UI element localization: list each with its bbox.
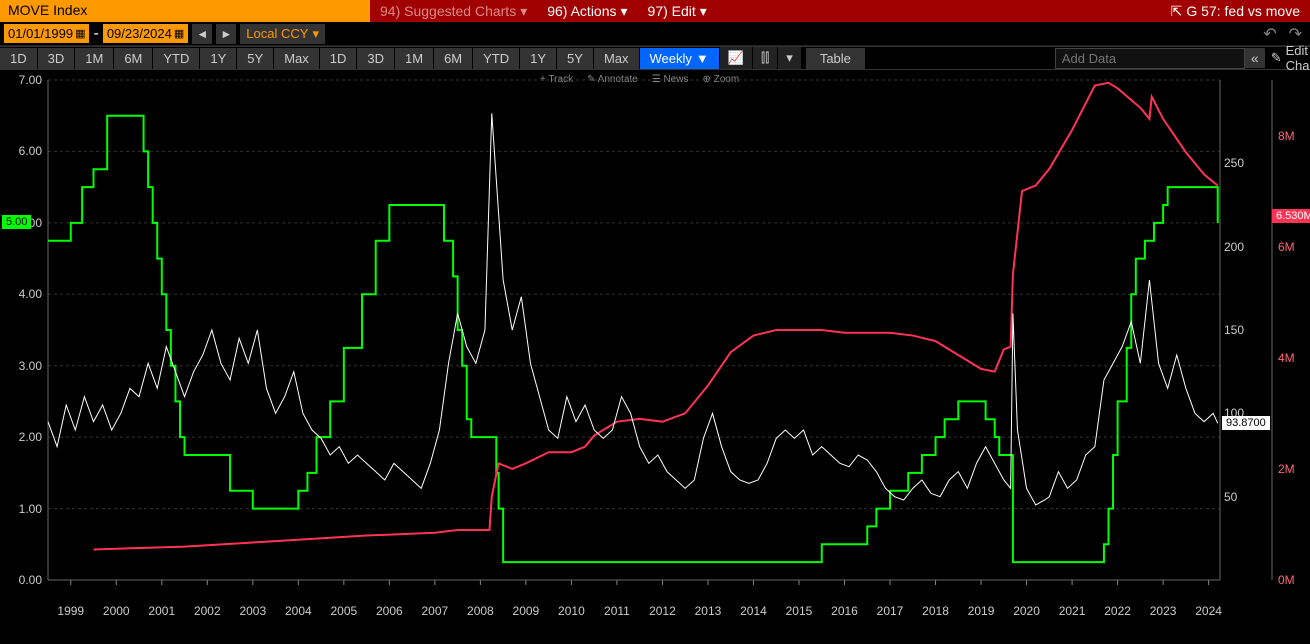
x-tick: 2001 <box>148 604 175 618</box>
frequency-select[interactable]: Weekly ▼ <box>640 48 720 69</box>
x-tick: 2021 <box>1059 604 1086 618</box>
x-tick: 2020 <box>1013 604 1040 618</box>
x-tick: 2006 <box>376 604 403 618</box>
y-left-tick: 2.00 <box>4 430 42 444</box>
y-right1-tick: 50 <box>1224 490 1237 504</box>
y-right2-tick: 2M <box>1278 462 1295 476</box>
y-right2-tick: 0M <box>1278 573 1295 587</box>
x-tick: 2012 <box>649 604 676 618</box>
date-to-field[interactable]: 09/23/2024▦ <box>103 24 188 43</box>
right2-axis-tag: 6.530M <box>1272 209 1310 223</box>
range-1d[interactable]: 1D <box>0 48 38 69</box>
x-tick: 2003 <box>239 604 266 618</box>
range-6m[interactable]: 6M <box>434 48 473 69</box>
y-left-tick: 1.00 <box>4 502 42 516</box>
calendar-icon: ▦ <box>75 27 85 40</box>
x-tick: 2007 <box>422 604 449 618</box>
y-right2-tick: 4M <box>1278 351 1295 365</box>
actions-menu[interactable]: 96) Actions ▾ <box>537 3 637 20</box>
share-button[interactable]: ⇱ G 57: fed vs move <box>1161 3 1310 20</box>
candle-icon[interactable]: ⫿⫿ <box>753 47 778 69</box>
chart-area[interactable]: + Track✎ Annotate☰ News⊕ Zoom 0.001.002.… <box>0 70 1310 622</box>
x-tick: 2016 <box>831 604 858 618</box>
x-tick: 2014 <box>740 604 767 618</box>
next-button[interactable]: ► <box>216 24 236 44</box>
range-toolbar: 1D3D1M6MYTD1Y5YMax 1D3D1M6MYTD1Y5YMaxWee… <box>0 46 1310 70</box>
range-ytd[interactable]: YTD <box>473 48 520 69</box>
x-tick: 2013 <box>695 604 722 618</box>
y-left-tick: 6.00 <box>4 144 42 158</box>
range-ytd[interactable]: YTD <box>153 48 200 69</box>
index-name[interactable]: MOVE Index <box>0 0 370 22</box>
redo-button[interactable]: ↷ <box>1285 24 1306 44</box>
y-left-tick: 7.00 <box>4 73 42 87</box>
x-tick: 2024 <box>1195 604 1222 618</box>
x-tick: 2005 <box>330 604 357 618</box>
table-button[interactable]: Table <box>806 48 865 69</box>
more-chart-types[interactable]: ▾ <box>778 47 802 69</box>
x-tick: 2011 <box>604 604 630 618</box>
y-left-tick: 3.00 <box>4 359 42 373</box>
x-tick: 2002 <box>194 604 221 618</box>
range-3d[interactable]: 3D <box>357 48 395 69</box>
y-left-tick: 0.00 <box>4 573 42 587</box>
range-1d[interactable]: 1D <box>320 48 358 69</box>
x-tick: 1999 <box>57 604 84 618</box>
range-1y[interactable]: 1Y <box>520 48 557 69</box>
x-tick: 2018 <box>922 604 949 618</box>
range-5y[interactable]: 5Y <box>237 48 274 69</box>
y-left-tick: 4.00 <box>4 287 42 301</box>
range-max[interactable]: Max <box>274 48 320 69</box>
edit-chart-button[interactable]: ✎ Edit Chart <box>1271 43 1310 73</box>
y-right2-tick: 8M <box>1278 129 1295 143</box>
y-right1-tick: 250 <box>1224 156 1244 170</box>
range-max[interactable]: Max <box>594 48 640 69</box>
right1-axis-tag: 93.8700 <box>1222 416 1270 430</box>
x-tick: 2010 <box>558 604 585 618</box>
collapse-button[interactable]: « <box>1245 48 1265 68</box>
y-right1-tick: 200 <box>1224 240 1244 254</box>
range-5y[interactable]: 5Y <box>557 48 594 69</box>
y-right2-tick: 6M <box>1278 240 1295 254</box>
line-chart-icon[interactable]: 📈 <box>720 47 753 69</box>
calendar-icon: ▦ <box>174 27 184 40</box>
x-tick: 2008 <box>467 604 494 618</box>
prev-button[interactable]: ◄ <box>192 24 212 44</box>
x-tick: 2017 <box>877 604 904 618</box>
left-axis-tag: 5.00 <box>2 215 31 229</box>
x-tick: 2009 <box>513 604 540 618</box>
suggested-charts-menu[interactable]: 94) Suggested Charts ▾ <box>370 3 537 20</box>
add-data-input[interactable] <box>1055 48 1245 69</box>
x-tick: 2019 <box>968 604 995 618</box>
date-from-field[interactable]: 01/01/1999▦ <box>4 24 89 43</box>
x-tick: 2022 <box>1104 604 1131 618</box>
range-3d[interactable]: 3D <box>38 48 76 69</box>
currency-select[interactable]: Local CCY ▾ <box>240 24 325 44</box>
edit-menu[interactable]: 97) Edit ▾ <box>638 3 717 20</box>
range-6m[interactable]: 6M <box>114 48 153 69</box>
x-tick: 2023 <box>1150 604 1177 618</box>
range-1y[interactable]: 1Y <box>200 48 237 69</box>
range-1m[interactable]: 1M <box>395 48 434 69</box>
x-tick: 2015 <box>786 604 813 618</box>
x-tick: 2000 <box>103 604 130 618</box>
undo-button[interactable]: ↶ <box>1259 24 1280 44</box>
y-right1-tick: 150 <box>1224 323 1244 337</box>
x-tick: 2004 <box>285 604 312 618</box>
range-1m[interactable]: 1M <box>75 48 114 69</box>
